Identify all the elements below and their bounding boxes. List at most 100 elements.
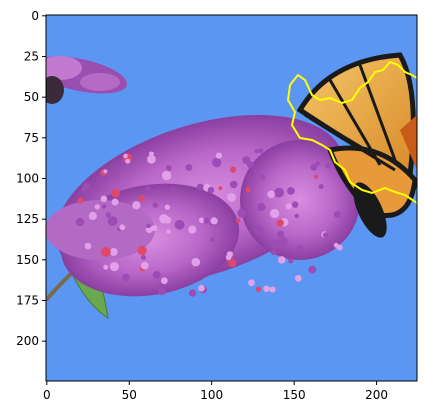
floret (308, 265, 317, 274)
floret (333, 242, 339, 248)
floret (185, 164, 193, 171)
floret (212, 157, 222, 168)
floret (242, 156, 251, 164)
y-tick-label: 100 (16, 171, 39, 185)
floret (132, 201, 141, 210)
floret (107, 216, 118, 226)
floret (145, 186, 151, 192)
small-flower-cluster (46, 56, 128, 104)
segmentation-contour (286, 60, 417, 204)
floret (276, 219, 284, 227)
floret (203, 217, 210, 224)
floret (188, 289, 197, 297)
floret (277, 256, 286, 264)
floret (125, 158, 131, 164)
floret (164, 204, 171, 210)
floret (160, 277, 168, 285)
floret (322, 232, 329, 238)
y-tick-label: 50 (24, 90, 39, 104)
floret (114, 174, 119, 179)
floret (159, 214, 169, 224)
floret (84, 242, 92, 250)
floret (294, 213, 299, 219)
floret (109, 247, 118, 256)
monarch-butterfly (296, 52, 417, 238)
y-tick-label: 175 (16, 293, 39, 307)
floret (165, 165, 172, 172)
floret (246, 161, 254, 168)
floret (152, 202, 159, 208)
floret (274, 187, 284, 198)
floret (229, 180, 238, 189)
floret (161, 170, 172, 181)
floret (170, 186, 176, 193)
floret (151, 225, 158, 232)
floret (310, 163, 318, 171)
floret (75, 217, 85, 227)
floret (146, 223, 151, 229)
floret (254, 149, 259, 154)
floret (270, 249, 277, 256)
y-tick-label: 0 (31, 9, 39, 23)
floret (82, 182, 90, 190)
floret (137, 245, 147, 256)
x-tick-label: 0 (43, 388, 51, 402)
floret (174, 219, 185, 230)
floret (254, 225, 264, 235)
floret (210, 237, 215, 243)
floret (258, 147, 264, 154)
floret (152, 271, 161, 279)
x-axis: 0 50 100 150 200 (43, 381, 388, 402)
x-tick-label: 50 (122, 388, 137, 402)
floret (200, 268, 205, 274)
floret (122, 273, 130, 282)
photo (46, 15, 417, 381)
floret (191, 257, 201, 267)
floret (237, 208, 247, 218)
y-tick-label: 75 (24, 131, 39, 145)
floret (229, 166, 237, 173)
floret (188, 225, 197, 234)
floret (257, 202, 266, 212)
floret (94, 204, 100, 210)
floret (253, 169, 259, 175)
floret (111, 198, 119, 206)
floret (215, 152, 223, 159)
floret (245, 186, 251, 193)
y-tick-label: 150 (16, 253, 39, 267)
floret (288, 258, 294, 264)
floret (227, 192, 237, 202)
floret (278, 236, 288, 246)
floret (88, 211, 97, 221)
floret (285, 203, 292, 210)
floret (140, 255, 146, 260)
floret (270, 239, 281, 250)
floret (196, 183, 204, 191)
butterfly-body (353, 182, 387, 238)
floret (318, 184, 324, 190)
floret (147, 154, 156, 164)
floret (218, 186, 223, 191)
floret (269, 286, 276, 293)
florets (75, 147, 343, 297)
floret (296, 244, 304, 252)
floret (198, 217, 205, 224)
floret (248, 279, 255, 287)
x-tick-label: 150 (283, 388, 306, 402)
floret (119, 224, 126, 231)
floret (103, 264, 109, 270)
floret (287, 187, 295, 195)
y-axis: 0 25 50 75 100 125 150 175 200 (16, 9, 46, 348)
floret (255, 286, 261, 292)
floret (267, 190, 275, 198)
floret (105, 212, 111, 218)
floret (109, 262, 119, 272)
floret (123, 153, 128, 159)
y-tick-label: 200 (16, 334, 39, 348)
floret (294, 274, 302, 282)
floret (103, 169, 108, 174)
floret (277, 230, 285, 238)
floret (140, 261, 149, 270)
floret (235, 218, 241, 223)
